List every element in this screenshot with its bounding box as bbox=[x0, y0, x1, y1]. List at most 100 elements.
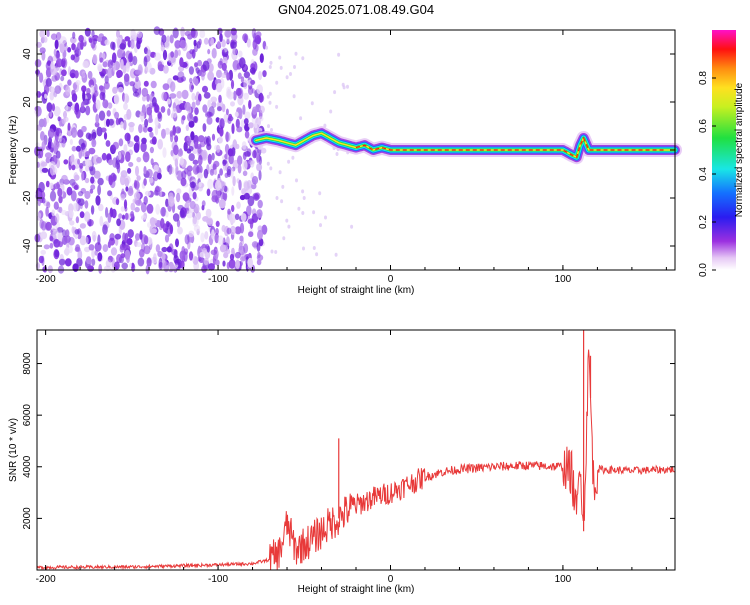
noise-blob bbox=[219, 33, 223, 42]
noise-blob bbox=[69, 155, 75, 166]
noise-blob bbox=[255, 31, 262, 38]
noise-blob bbox=[230, 168, 234, 179]
snr-panel: -200 -100 0 100 2000 4000 6000 8000 Height of … bbox=[8, 329, 676, 595]
noise-blob bbox=[256, 163, 263, 172]
noise-blob bbox=[266, 161, 270, 166]
snr-series-line bbox=[36, 349, 676, 571]
noise-blob bbox=[183, 141, 188, 152]
noise-blob bbox=[54, 39, 59, 50]
noise-blob bbox=[188, 120, 195, 128]
noise-blob bbox=[200, 232, 205, 243]
noise-blob bbox=[257, 229, 263, 240]
noise-blob bbox=[84, 177, 90, 184]
noise-blob bbox=[126, 238, 133, 246]
noise-blob bbox=[143, 125, 148, 133]
noise-blob bbox=[175, 238, 179, 248]
noise-blob bbox=[262, 70, 267, 78]
snr-y-ticks: 2000 4000 6000 8000 bbox=[22, 352, 675, 530]
noise-blob bbox=[211, 133, 216, 141]
noise-blob bbox=[85, 256, 92, 265]
x-tick-label: -200 bbox=[36, 274, 56, 285]
noise-blob bbox=[120, 59, 124, 70]
noise-blob bbox=[157, 64, 165, 72]
noise-blob bbox=[153, 26, 161, 35]
noise-blob bbox=[259, 53, 264, 64]
noise-blob bbox=[176, 192, 181, 203]
noise-blob bbox=[201, 149, 208, 161]
noise-blob bbox=[142, 95, 146, 102]
noise-blob bbox=[152, 96, 157, 107]
noise-blob bbox=[323, 123, 327, 128]
noise-blob bbox=[154, 124, 159, 136]
noise-blob bbox=[96, 156, 102, 164]
noise-blob bbox=[150, 228, 157, 234]
noise-blob bbox=[63, 110, 67, 119]
snr-y-label: SNR (10 * v/v) bbox=[8, 418, 19, 482]
noise-blob bbox=[279, 65, 283, 70]
noise-blob bbox=[240, 213, 247, 222]
noise-blob bbox=[335, 152, 339, 156]
noise-blob bbox=[155, 244, 161, 253]
noise-blob bbox=[130, 211, 135, 218]
noise-blob bbox=[301, 211, 305, 215]
noise-blob bbox=[215, 144, 221, 153]
noise-blob bbox=[119, 243, 126, 251]
noise-blob bbox=[87, 265, 94, 272]
noise-blob bbox=[114, 261, 120, 270]
noise-blob bbox=[166, 246, 172, 253]
noise-blob bbox=[39, 219, 44, 229]
y-tick-label: -40 bbox=[22, 238, 33, 253]
noise-blob bbox=[70, 54, 76, 61]
noise-blob bbox=[46, 60, 52, 66]
noise-blob bbox=[57, 231, 64, 242]
noise-blob bbox=[232, 47, 237, 56]
noise-blob bbox=[71, 93, 78, 103]
noise-blob bbox=[166, 35, 171, 43]
noise-blob bbox=[103, 81, 110, 90]
noise-blob bbox=[92, 94, 96, 102]
noise-blob bbox=[154, 104, 160, 113]
noise-blob bbox=[77, 191, 84, 197]
noise-blob bbox=[143, 56, 148, 67]
noise-blob bbox=[268, 65, 272, 69]
noise-blob bbox=[206, 188, 211, 197]
noise-blob bbox=[154, 185, 160, 196]
noise-blob bbox=[161, 34, 167, 43]
noise-blob bbox=[253, 32, 257, 43]
noise-blob bbox=[135, 242, 142, 248]
noise-blob bbox=[49, 182, 54, 189]
noise-blob bbox=[158, 257, 163, 269]
noise-blob bbox=[230, 225, 236, 236]
noise-blob bbox=[211, 48, 217, 59]
noise-blob bbox=[134, 206, 140, 213]
noise-blob bbox=[162, 147, 167, 159]
noise-blob bbox=[71, 127, 78, 138]
noise-blob bbox=[74, 70, 79, 79]
noise-blob bbox=[292, 94, 296, 99]
noise-blob bbox=[134, 69, 142, 75]
noise-blob bbox=[120, 253, 126, 259]
y-tick-label: 4000 bbox=[22, 455, 33, 478]
noise-blob bbox=[269, 166, 273, 171]
noise-blob bbox=[285, 75, 289, 80]
noise-blob bbox=[239, 57, 246, 69]
noise-blob bbox=[230, 27, 237, 36]
noise-blob bbox=[318, 191, 322, 196]
noise-blob bbox=[143, 195, 148, 205]
noise-blob bbox=[100, 72, 105, 79]
noise-blob bbox=[181, 115, 186, 121]
noise-blob bbox=[287, 224, 291, 229]
noise-blob bbox=[120, 121, 124, 129]
noise-blob bbox=[170, 81, 176, 92]
noise-blob bbox=[270, 128, 273, 132]
noise-blob bbox=[174, 135, 179, 143]
noise-blob bbox=[192, 159, 199, 165]
noise-blob bbox=[243, 118, 249, 125]
noise-blob bbox=[74, 174, 80, 181]
noise-blob bbox=[58, 258, 66, 266]
noise-blob bbox=[151, 136, 157, 145]
noise-blob bbox=[215, 117, 220, 123]
noise-blob bbox=[221, 49, 225, 57]
noise-blob bbox=[136, 138, 140, 150]
